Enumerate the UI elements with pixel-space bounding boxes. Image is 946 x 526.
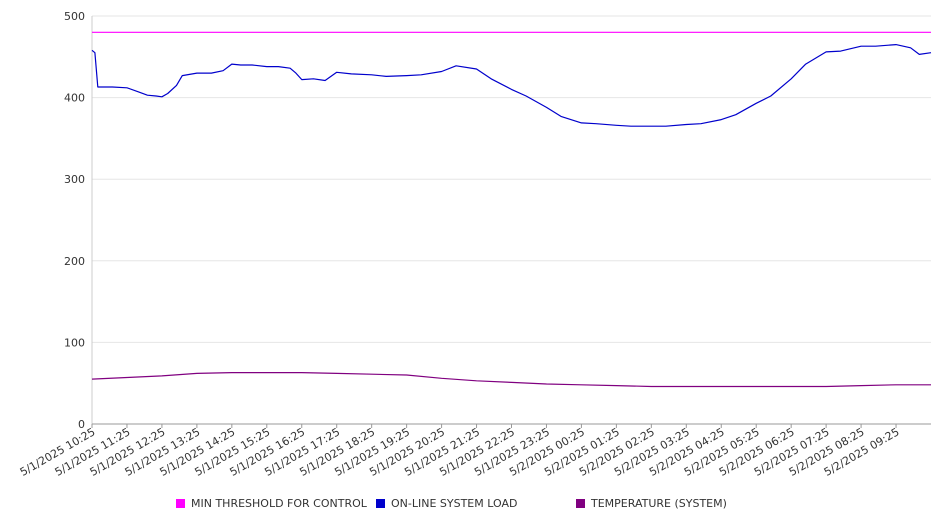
legend-label: ON-LINE SYSTEM LOAD <box>391 497 518 510</box>
legend-item-min-threshold[interactable]: MIN THRESHOLD FOR CONTROL <box>176 497 367 510</box>
series-line-system-load[interactable] <box>91 43 932 127</box>
legend-swatch <box>176 499 185 508</box>
legend-item-system-load[interactable]: ON-LINE SYSTEM LOAD <box>376 497 517 510</box>
legend-label: TEMPERATURE (SYSTEM) <box>591 497 727 510</box>
axes <box>91 16 931 425</box>
y-tick-labels: 0 100 200 300 400 500 <box>64 10 85 431</box>
y-tick-label: 100 <box>64 336 85 349</box>
legend-swatch <box>376 499 385 508</box>
gridlines <box>92 15 931 343</box>
y-tick-label: 300 <box>64 173 85 186</box>
y-tick-label: 0 <box>78 418 85 431</box>
y-tick-label: 200 <box>64 255 85 268</box>
legend-label: MIN THRESHOLD FOR CONTROL <box>191 497 367 510</box>
y-tick-label: 500 <box>64 10 85 23</box>
legend-item-temperature[interactable]: TEMPERATURE (SYSTEM) <box>576 497 727 510</box>
legend-swatch <box>576 499 585 508</box>
y-tick-label: 400 <box>64 92 85 105</box>
series-lines <box>91 31 932 388</box>
series-line-temperature[interactable] <box>91 372 931 388</box>
legend: MIN THRESHOLD FOR CONTROL ON-LINE SYSTEM… <box>0 497 946 515</box>
x-tick-labels: 5/1/2025 10:255/1/2025 11:255/1/2025 12:… <box>18 424 902 479</box>
